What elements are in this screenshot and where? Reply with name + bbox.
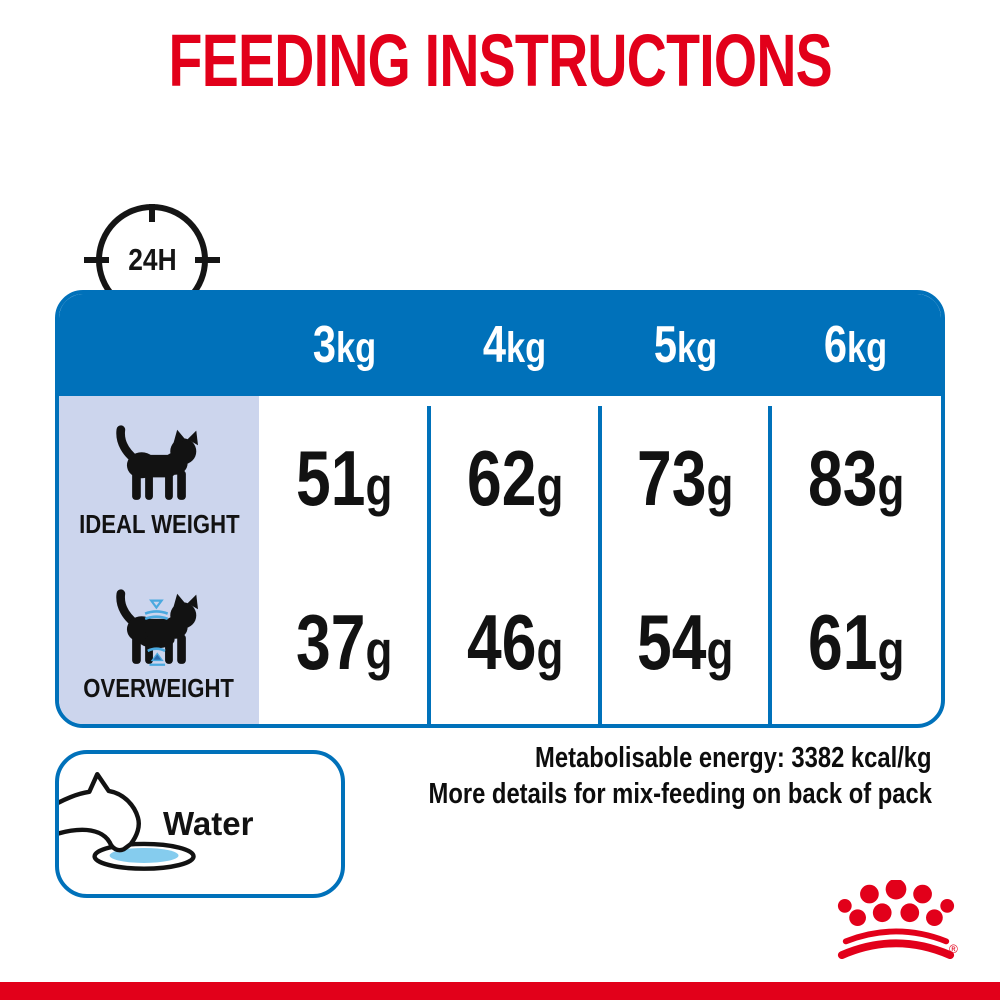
portion-cell-overweight-4kg: 46g (430, 560, 601, 724)
water-reminder-box: Water (55, 750, 345, 898)
clock-tick-top (149, 204, 155, 222)
portion-unit: g (706, 618, 734, 681)
portion-cell-ideal-6kg: 83g (771, 396, 942, 560)
portion-unit: g (877, 618, 904, 681)
mix-feeding-note-text: More details for mix-feeding on back of … (428, 778, 932, 810)
portion-unit: g (536, 618, 563, 681)
portion-value: 83 (807, 433, 878, 522)
column-header-4kg: 4kg (430, 294, 601, 396)
page-title: FEEDING INSTRUCTIONS (0, 24, 1000, 98)
column-header-unit: kg (847, 324, 888, 372)
clock-label-text: 24H (127, 242, 177, 277)
cat-overweight-icon (116, 588, 198, 666)
royal-canin-crown-logo: ® (837, 880, 958, 960)
portion-value: 46 (466, 597, 537, 686)
page-title-text: FEEDING INSTRUCTIONS (168, 19, 832, 102)
clock-label: 24H (96, 204, 208, 316)
portion-cell-ideal-4kg: 62g (430, 396, 601, 560)
column-header-3kg: 3kg (259, 294, 430, 396)
portion-cell-overweight-6kg: 61g (771, 560, 942, 724)
row-header-ideal-weight: IDEAL WEIGHT (59, 396, 259, 560)
water-label: Water (163, 805, 254, 842)
portion-cell-overweight-5kg: 54g (600, 560, 771, 724)
notes: Metabolisable energy: 3382 kcal/kg More … (318, 740, 932, 812)
portion-unit: g (365, 454, 393, 517)
feeding-table-header: 3kg 4kg 5kg 6kg (59, 294, 941, 396)
row-label: IDEAL WEIGHT (65, 511, 254, 537)
portion-unit: g (365, 618, 393, 681)
column-header-6kg: 6kg (771, 294, 942, 396)
cat-drinking-water-icon (59, 771, 196, 871)
column-divider (598, 406, 602, 724)
energy-note: Metabolisable energy: 3382 kcal/kg (318, 740, 932, 776)
portion-value: 73 (637, 433, 707, 522)
clock-tick-left (84, 257, 109, 263)
column-divider (427, 406, 431, 724)
portion-value: 54 (637, 597, 707, 686)
column-header-5kg: 5kg (600, 294, 771, 396)
portion-unit: g (877, 454, 904, 517)
portion-value: 62 (466, 433, 537, 522)
row-label: OVERWEIGHT (70, 675, 247, 701)
portion-value: 51 (296, 433, 366, 522)
column-header-unit: kg (335, 324, 376, 372)
mix-feeding-note: More details for mix-feeding on back of … (318, 776, 932, 812)
portion-unit: g (706, 454, 734, 517)
column-header-value: 4 (483, 316, 507, 374)
clock-tick-right (195, 257, 220, 263)
column-header-unit: kg (506, 324, 547, 372)
column-header-value: 3 (312, 316, 336, 374)
portion-cell-ideal-3kg: 51g (259, 396, 430, 560)
portion-cell-overweight-3kg: 37g (259, 560, 430, 724)
header-spacer (59, 294, 259, 396)
portion-cell-ideal-5kg: 73g (600, 396, 771, 560)
row-header-overweight: OVERWEIGHT (59, 560, 259, 724)
energy-note-text: Metabolisable energy: 3382 kcal/kg (535, 742, 932, 774)
column-header-value: 5 (653, 316, 677, 374)
registered-trademark-symbol: ® (949, 942, 958, 956)
weight-status-column-background (59, 396, 259, 724)
column-header-value: 6 (824, 316, 848, 374)
portion-value: 61 (807, 597, 878, 686)
feeding-table-body: IDEAL WEIGHT 51g 62g 73g 83g (59, 396, 941, 724)
row-label-text: IDEAL WEIGHT (78, 508, 240, 539)
portion-value: 37 (296, 597, 366, 686)
footer-red-bar (0, 982, 1000, 1000)
feeding-table: 3kg 4kg 5kg 6kg (55, 290, 945, 728)
cat-ideal-weight-icon (116, 424, 198, 500)
column-header-unit: kg (676, 324, 717, 372)
portion-unit: g (536, 454, 563, 517)
column-divider (768, 406, 772, 724)
row-label-text: OVERWEIGHT (83, 672, 235, 703)
